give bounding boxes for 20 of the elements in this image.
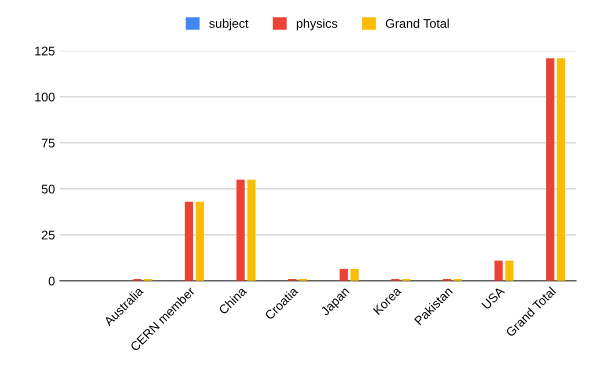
y-tick-label: 100 bbox=[35, 92, 55, 102]
bar bbox=[494, 260, 503, 281]
bar bbox=[556, 58, 566, 281]
y-tick-label: 50 bbox=[42, 184, 55, 194]
y-tick-label: 125 bbox=[35, 46, 55, 56]
bar bbox=[546, 58, 554, 281]
bar bbox=[196, 202, 204, 281]
y-tick-label: 25 bbox=[42, 230, 55, 240]
x-tick-label: USA bbox=[481, 286, 506, 310]
bar bbox=[247, 180, 256, 281]
bar bbox=[184, 202, 194, 281]
legend-label: physics bbox=[296, 18, 338, 30]
legend-label: Grand Total bbox=[386, 18, 449, 28]
bar bbox=[236, 180, 245, 281]
legend-label: subject bbox=[209, 18, 248, 30]
y-tick-label: 0 bbox=[48, 276, 55, 286]
bar bbox=[505, 260, 514, 281]
y-tick-label: 75 bbox=[42, 138, 55, 148]
bar bbox=[340, 268, 348, 281]
bar bbox=[350, 268, 359, 281]
